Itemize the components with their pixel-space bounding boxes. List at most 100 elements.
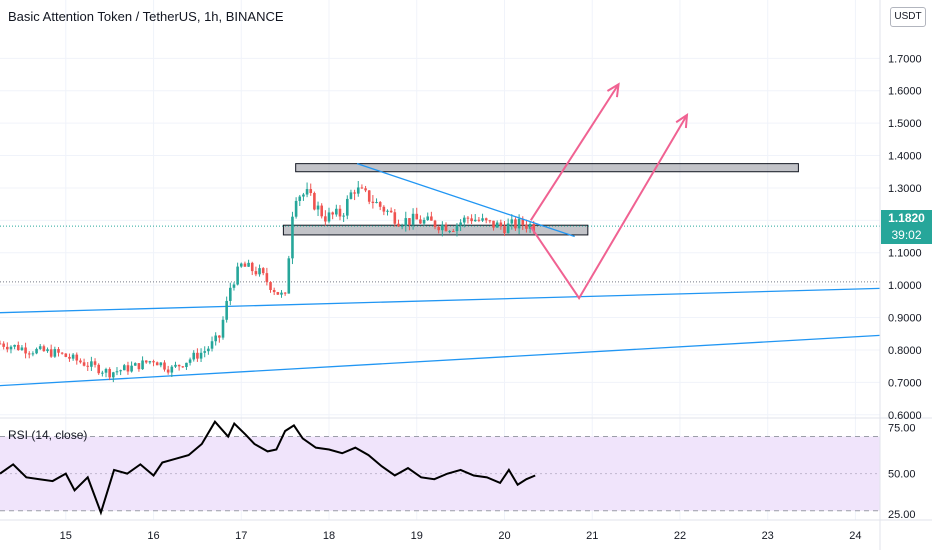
candle-body (181, 366, 185, 368)
x-tick-label: 23 (762, 530, 774, 542)
x-tick-label: 16 (147, 530, 159, 542)
candle-body (426, 216, 430, 220)
candle-body (9, 346, 13, 350)
candle-body (386, 210, 389, 212)
candle-body (239, 263, 243, 267)
candle-body (261, 268, 265, 274)
candle-body (141, 360, 144, 370)
candle-body (188, 359, 192, 363)
candle-body (488, 220, 492, 222)
candle-body (20, 347, 24, 351)
candle-body (433, 220, 437, 228)
x-tick-label: 21 (586, 530, 598, 542)
candle-body (24, 347, 27, 354)
candle-body (316, 205, 320, 210)
candle-body (422, 219, 426, 224)
descending-trendline (356, 163, 575, 238)
candle-body (462, 217, 466, 223)
candle-body (112, 372, 115, 378)
candle-body (38, 346, 42, 349)
grid (0, 0, 880, 520)
candle-body (250, 262, 254, 272)
candle-body (86, 365, 90, 367)
candle-body (309, 189, 313, 194)
candle-body (400, 225, 404, 227)
candle-body (324, 216, 327, 222)
candle-body (203, 351, 207, 353)
candle-body (6, 346, 9, 350)
candle-body (196, 352, 199, 359)
candle-body (152, 361, 155, 363)
candle-body (302, 194, 305, 197)
y-tick-label: 0.7000 (888, 377, 922, 389)
candle-body (378, 202, 382, 207)
candle-body (207, 348, 210, 352)
candle-body (221, 319, 225, 338)
candle-body (122, 365, 126, 371)
candle-body (276, 292, 280, 295)
candle-body (345, 198, 349, 216)
rsi-pane (0, 420, 880, 516)
candle-body (510, 219, 514, 224)
projection-arrow-up (529, 83, 620, 221)
candle-body (305, 189, 309, 195)
candle-body (283, 292, 287, 294)
y-tick-label: 0.9000 (888, 313, 922, 325)
candle-body (27, 353, 31, 355)
candle-body (243, 263, 247, 267)
x-tick-label: 19 (411, 530, 423, 542)
candle-body (455, 225, 459, 232)
candle-body (397, 223, 400, 227)
candle-body (342, 215, 345, 217)
candle-body (166, 369, 170, 373)
x-tick-label: 22 (674, 530, 686, 542)
y-tick-label: 1.0000 (888, 280, 922, 292)
candle-body (126, 365, 130, 372)
candle-body (137, 363, 141, 370)
candle-body (411, 213, 415, 225)
candle-body (159, 362, 163, 366)
x-tick-label: 17 (235, 530, 247, 542)
candle-body (272, 289, 276, 293)
candle-body (79, 360, 82, 363)
candle-body (470, 218, 473, 222)
candle-body (415, 213, 419, 220)
candle-body (331, 212, 334, 215)
candle-body (57, 349, 60, 353)
candle-body (258, 268, 261, 275)
candle-body (466, 217, 470, 219)
resistance-zone (295, 163, 799, 173)
candle-body (506, 223, 510, 234)
rsi-line (0, 420, 536, 516)
rsi-tick-label: 50.00 (888, 469, 916, 481)
y-tick-label: 1.7000 (888, 53, 922, 65)
candle-body (0, 343, 2, 345)
candle-body (448, 231, 451, 233)
y-tick-label: 0.8000 (888, 345, 922, 357)
candle-body (532, 223, 536, 232)
candle-body (35, 348, 38, 354)
candle-body (503, 226, 506, 234)
candle-body (335, 208, 338, 215)
candle-body (93, 361, 97, 365)
x-tick-label: 24 (849, 530, 861, 542)
candle-body (298, 196, 302, 201)
currency-badge[interactable]: USDT (890, 7, 926, 27)
rsi-indicator-label[interactable]: RSI (14, close) (8, 428, 88, 442)
y-tick-label: 0.6000 (888, 410, 922, 422)
candle-body (525, 224, 528, 229)
candle-body (320, 205, 324, 217)
candle-body (155, 362, 159, 366)
y-tick-label: 1.5000 (888, 118, 922, 130)
candle-body (2, 343, 5, 347)
candle-body (499, 222, 503, 227)
candle-body (459, 222, 462, 226)
candle-body (514, 219, 517, 229)
x-tick-label: 18 (323, 530, 335, 542)
candle-body (232, 284, 236, 288)
candle-body (177, 364, 181, 367)
candle-body (338, 208, 342, 217)
candle-body (101, 372, 104, 374)
